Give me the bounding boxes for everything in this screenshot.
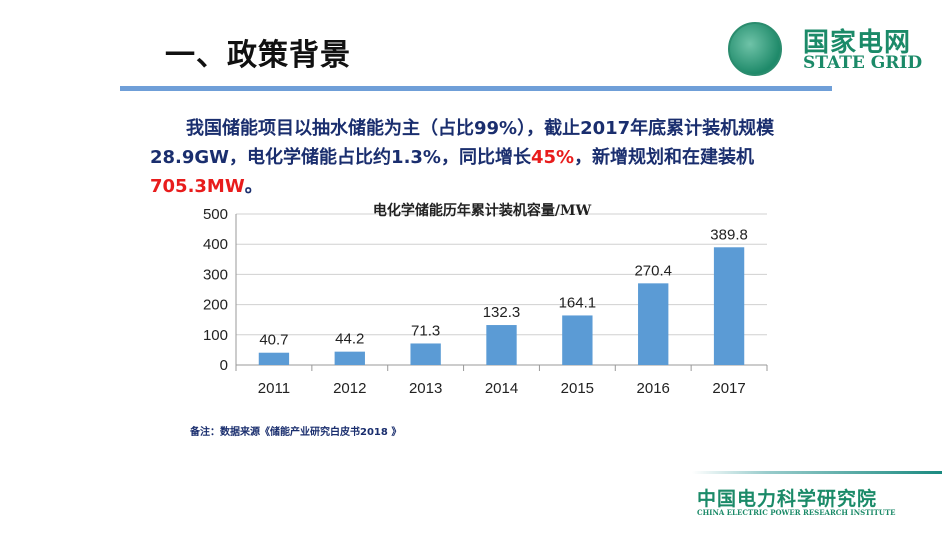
bar-2015 — [562, 315, 593, 365]
policy-paragraph: 我国储能项目以抽水储能为主（占比99%），截止2017年底累计装机规模28.9G… — [150, 114, 820, 201]
x-tick-label: 2017 — [712, 380, 745, 397]
paragraph-text-3: 。 — [244, 176, 263, 197]
globe-emblem-icon — [728, 22, 782, 76]
footer-institute-en: CHINA ELECTRIC POWER RESEARCH INSTITUTE — [697, 508, 896, 517]
bar-2011 — [258, 352, 290, 365]
bar-2017 — [713, 247, 745, 365]
chart-title: 电化学储能历年累计装机容量/MW — [373, 202, 592, 219]
y-tick-label: 0 — [220, 357, 228, 374]
footer-divider — [692, 471, 942, 474]
state-grid-logo: 国家电网 STATE GRID — [728, 22, 938, 78]
x-tick-label: 2011 — [258, 380, 290, 397]
y-tick-label: 300 — [203, 266, 228, 283]
paragraph-text-1: 我国储能项目以抽水储能为主（占比99%），截止2017年底累计装机规模28.9G… — [150, 118, 775, 168]
bar-2012 — [334, 351, 365, 365]
data-label: 44.2 — [335, 331, 364, 348]
logo-chinese-name: 国家电网 — [803, 28, 912, 58]
x-tick-label: 2013 — [409, 380, 442, 397]
footer-institute-cn: 中国电力科学研究院 — [697, 488, 878, 510]
y-tick-label: 200 — [203, 297, 228, 314]
y-tick-label: 100 — [203, 327, 228, 344]
paragraph-text-2: ，新增规划和在建装机 — [574, 147, 755, 168]
growth-highlight: 45% — [530, 147, 575, 168]
data-label: 132.3 — [483, 304, 521, 321]
bar-2016 — [638, 283, 669, 365]
bar-2014 — [486, 325, 517, 365]
data-label: 164.1 — [559, 294, 597, 311]
data-label: 270.4 — [634, 262, 672, 279]
data-label: 389.8 — [710, 226, 748, 243]
data-label: 71.3 — [411, 322, 440, 339]
x-tick-label: 2014 — [485, 380, 518, 397]
x-tick-label: 2015 — [561, 380, 594, 397]
capacity-highlight: 705.3MW — [150, 176, 245, 197]
data-label: 40.7 — [259, 332, 288, 349]
title-divider — [120, 86, 832, 91]
x-tick-label: 2016 — [637, 380, 670, 397]
y-tick-label: 400 — [203, 236, 228, 253]
bar-2013 — [410, 343, 441, 365]
x-tick-label: 2012 — [333, 380, 366, 397]
source-note: 备注：数据来源《储能产业研究白皮书2018 》 — [190, 427, 402, 438]
y-tick-label: 500 — [203, 206, 228, 223]
logo-english-name: STATE GRID — [803, 53, 923, 73]
slide-title: 一、政策背景 — [165, 38, 351, 73]
